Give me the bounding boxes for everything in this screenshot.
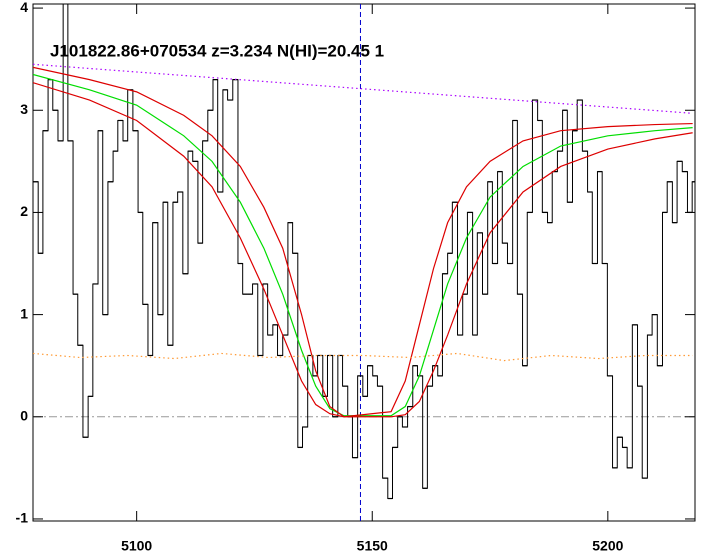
plot-area bbox=[33, 4, 695, 521]
dotted-curve bbox=[33, 352, 693, 362]
y-tick-label: 0 bbox=[20, 407, 28, 423]
y-tick-label: -1 bbox=[16, 510, 29, 526]
y-tick-label: 4 bbox=[20, 0, 28, 15]
flux-connector bbox=[33, 4, 695, 500]
y-tick-label: 2 bbox=[20, 203, 28, 219]
y-tick-label: 3 bbox=[20, 101, 28, 117]
chart-title: J101822.86+070534 z=3.234 N(HI)=20.45 1 bbox=[50, 41, 384, 60]
x-tick-label: 5100 bbox=[121, 538, 152, 554]
model-curve bbox=[33, 73, 693, 417]
dotted-curve bbox=[33, 63, 693, 114]
plot-frame bbox=[32, 3, 696, 522]
model-curve bbox=[33, 82, 693, 418]
x-tick-label: 5150 bbox=[357, 538, 388, 554]
y-tick-label: 1 bbox=[20, 305, 28, 321]
x-tick-label: 5200 bbox=[592, 538, 623, 554]
model-curve bbox=[33, 66, 693, 418]
